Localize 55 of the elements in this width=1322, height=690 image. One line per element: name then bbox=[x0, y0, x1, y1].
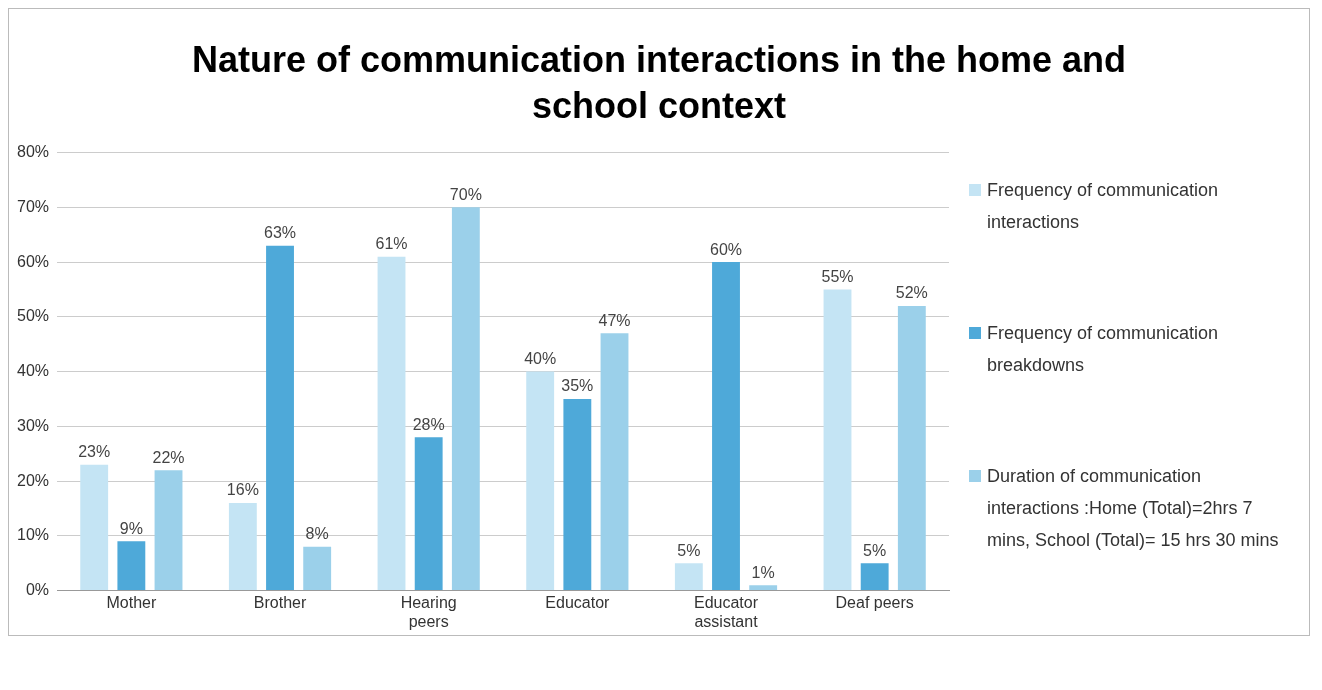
data-label: 5% bbox=[863, 541, 887, 559]
legend-label: Frequency of communication interactions bbox=[987, 179, 1220, 235]
bar bbox=[823, 289, 852, 591]
data-label: 52% bbox=[895, 284, 928, 302]
x-tick-label: Deaf peers bbox=[835, 593, 914, 611]
y-tick-label: 80% bbox=[16, 143, 50, 161]
chart-title: Nature of communication interactions in the home and school context bbox=[190, 38, 1128, 128]
bar bbox=[600, 333, 629, 591]
y-tick-label: 10% bbox=[16, 526, 50, 544]
y-tick-label: 30% bbox=[16, 416, 50, 434]
bar bbox=[414, 437, 443, 591]
bar bbox=[80, 464, 109, 591]
data-label: 61% bbox=[375, 235, 408, 253]
bar bbox=[451, 207, 480, 591]
data-label: 47% bbox=[598, 311, 631, 329]
data-label: 1% bbox=[751, 563, 775, 581]
data-label: 5% bbox=[677, 541, 701, 559]
bar bbox=[526, 371, 555, 591]
bar bbox=[897, 305, 926, 591]
x-tick-label: Mother bbox=[106, 593, 157, 611]
data-label: 9% bbox=[119, 519, 143, 537]
data-label: 35% bbox=[561, 377, 594, 395]
y-tick-label: 60% bbox=[16, 252, 50, 270]
y-tick-label: 50% bbox=[16, 307, 50, 325]
bar bbox=[674, 563, 703, 591]
data-label: 22% bbox=[152, 448, 185, 466]
legend-label: Duration of communication interactions :Home (Total)=2hrs 7 mins, School (Total)= 15 hrs 30 mins bbox=[987, 464, 1280, 552]
y-tick-label: 40% bbox=[16, 362, 50, 380]
bar bbox=[266, 245, 294, 591]
data-label: 63% bbox=[264, 224, 297, 242]
x-tick-label: Educator bbox=[545, 593, 611, 611]
bar bbox=[154, 470, 183, 591]
data-label: 16% bbox=[226, 481, 259, 499]
x-tick-label: Hearing peers bbox=[400, 593, 457, 630]
x-tick-label: Brother bbox=[253, 593, 307, 611]
bar bbox=[563, 398, 592, 591]
bar bbox=[860, 563, 889, 591]
x-tick-label: Educator assistant bbox=[693, 593, 759, 630]
data-label: 8% bbox=[305, 525, 329, 543]
y-tick-label: 20% bbox=[16, 471, 50, 489]
data-label: 55% bbox=[821, 267, 854, 285]
bar bbox=[377, 256, 406, 591]
y-tick-label: 70% bbox=[16, 197, 50, 215]
data-label: 70% bbox=[449, 185, 482, 203]
legend-label: Frequency of communication breakdowns bbox=[987, 322, 1220, 377]
bar bbox=[712, 262, 740, 591]
bar bbox=[117, 541, 146, 591]
bar bbox=[228, 503, 257, 591]
data-label: 23% bbox=[78, 443, 111, 461]
data-label: 28% bbox=[412, 415, 445, 433]
y-tick-label: 0% bbox=[25, 581, 50, 599]
bar bbox=[749, 585, 778, 591]
bar bbox=[303, 546, 332, 591]
data-label: 40% bbox=[524, 350, 557, 368]
data-label: 60% bbox=[709, 240, 743, 258]
